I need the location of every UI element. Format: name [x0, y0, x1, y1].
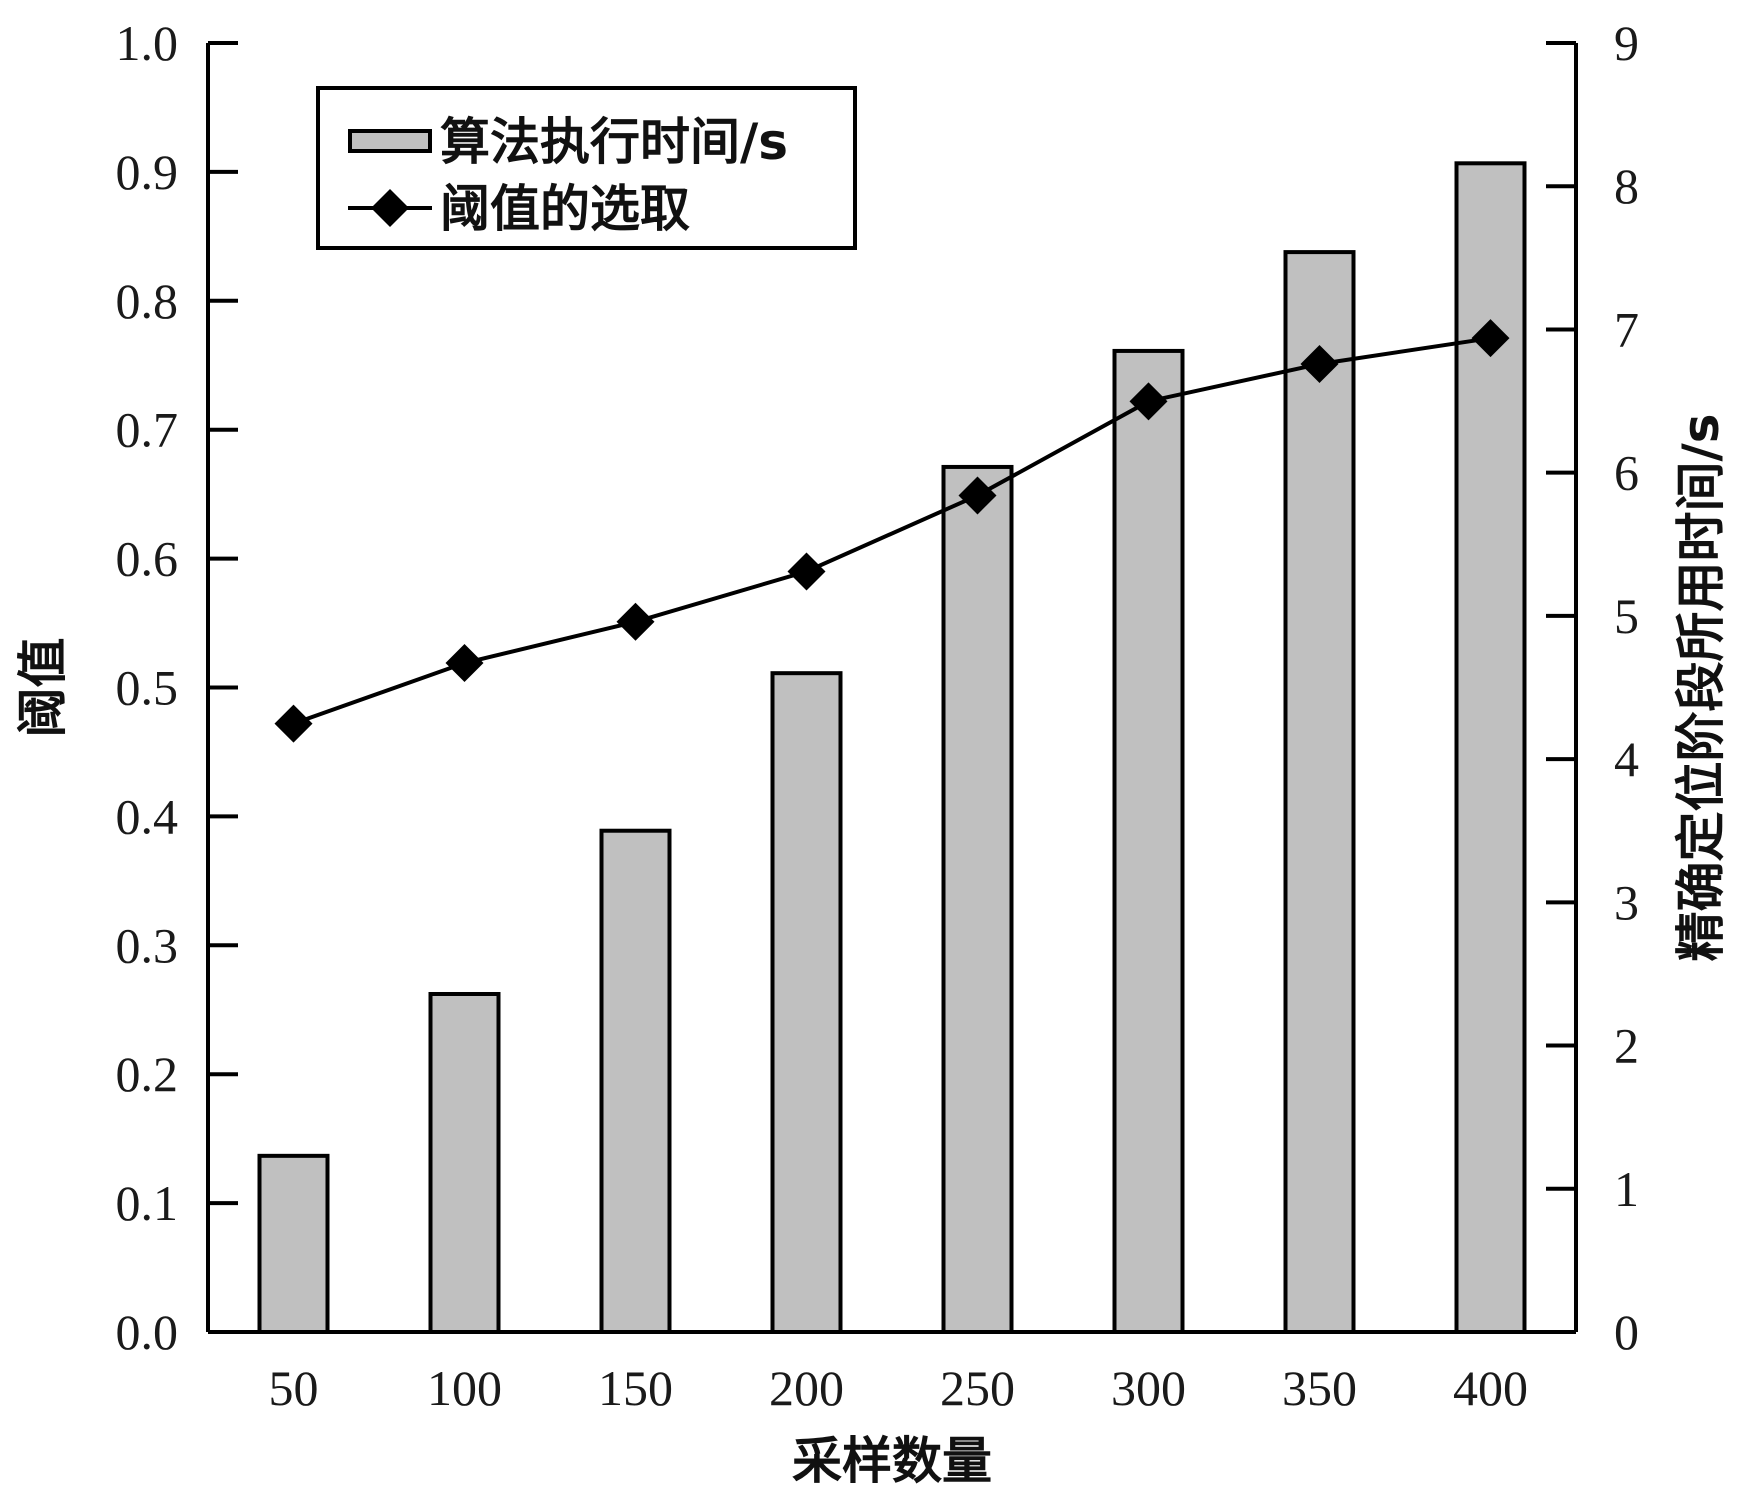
series-line — [292, 336, 1491, 726]
x-ticks: 50 100 150 200 250 300 350 400 — [269, 1360, 1529, 1416]
data-point — [616, 602, 655, 641]
x-tick-label: 150 — [598, 1360, 673, 1416]
data-point — [787, 552, 826, 591]
legend-label-bar: 算法执行时间/s — [440, 113, 788, 171]
data-point — [958, 476, 997, 515]
legend: 算法执行时间/s 阈值的选取 — [316, 86, 857, 250]
right-y-ticks: 0 1 2 3 4 5 6 7 8 9 — [1546, 15, 1639, 1360]
legend-box — [316, 86, 857, 250]
left-tick-label: 0.9 — [116, 144, 179, 200]
right-tick-label: 7 — [1614, 301, 1639, 357]
bar — [257, 1153, 330, 1334]
right-tick-label: 9 — [1614, 15, 1639, 71]
right-y-axis-title: 精确定位阶段所用时间/s — [1672, 413, 1730, 961]
x-tick-label: 350 — [1282, 1360, 1357, 1416]
data-point — [1471, 319, 1510, 358]
data-point — [1129, 382, 1168, 421]
left-tick-label: 0.0 — [116, 1304, 179, 1360]
bar — [599, 828, 672, 1334]
x-tick-label: 100 — [427, 1360, 502, 1416]
right-tick-label: 5 — [1614, 588, 1639, 644]
x-tick-label: 250 — [940, 1360, 1015, 1416]
bar — [941, 464, 1014, 1334]
right-tick-label: 3 — [1614, 874, 1639, 930]
left-y-axis-title: 阈值 — [14, 638, 72, 738]
legend-bar-swatch — [348, 129, 432, 153]
left-tick-label: 0.3 — [116, 917, 179, 973]
left-tick-label: 0.8 — [116, 273, 179, 329]
left-tick-label: 0.4 — [116, 788, 179, 844]
right-tick-label: 0 — [1614, 1304, 1639, 1360]
x-tick-label: 300 — [1111, 1360, 1186, 1416]
x-tick-label: 400 — [1453, 1360, 1528, 1416]
left-tick-label: 0.7 — [116, 402, 179, 458]
right-tick-label: 1 — [1614, 1161, 1639, 1217]
left-tick-label: 0.5 — [116, 660, 179, 716]
bar — [770, 671, 843, 1334]
right-tick-label: 4 — [1614, 731, 1639, 787]
right-tick-label: 6 — [1614, 445, 1639, 501]
bar — [1112, 348, 1185, 1334]
data-point — [274, 704, 313, 743]
bar — [428, 991, 501, 1334]
left-tick-label: 0.6 — [116, 531, 179, 587]
data-point — [1300, 344, 1339, 383]
x-tick-label: 200 — [769, 1360, 844, 1416]
right-tick-label: 8 — [1614, 158, 1639, 214]
legend-diamond-marker — [371, 189, 409, 227]
left-y-ticks: 0.0 0.1 0.2 0.3 0.4 0.5 0.6 0.7 0.8 0.9 1.0 — [116, 15, 238, 1360]
x-axis-title: 采样数量 — [792, 1432, 992, 1490]
left-tick-label: 0.1 — [116, 1175, 179, 1231]
data-point — [445, 644, 484, 683]
left-tick-label: 1.0 — [116, 15, 179, 71]
bar — [1454, 161, 1527, 1335]
left-tick-label: 0.2 — [116, 1046, 179, 1102]
bar — [1283, 250, 1356, 1334]
x-tick-label: 50 — [269, 1360, 319, 1416]
bar-series — [257, 161, 1527, 1335]
legend-label-line: 阈值的选取 — [440, 180, 690, 238]
line-series — [274, 319, 1510, 743]
right-tick-label: 2 — [1614, 1018, 1639, 1074]
